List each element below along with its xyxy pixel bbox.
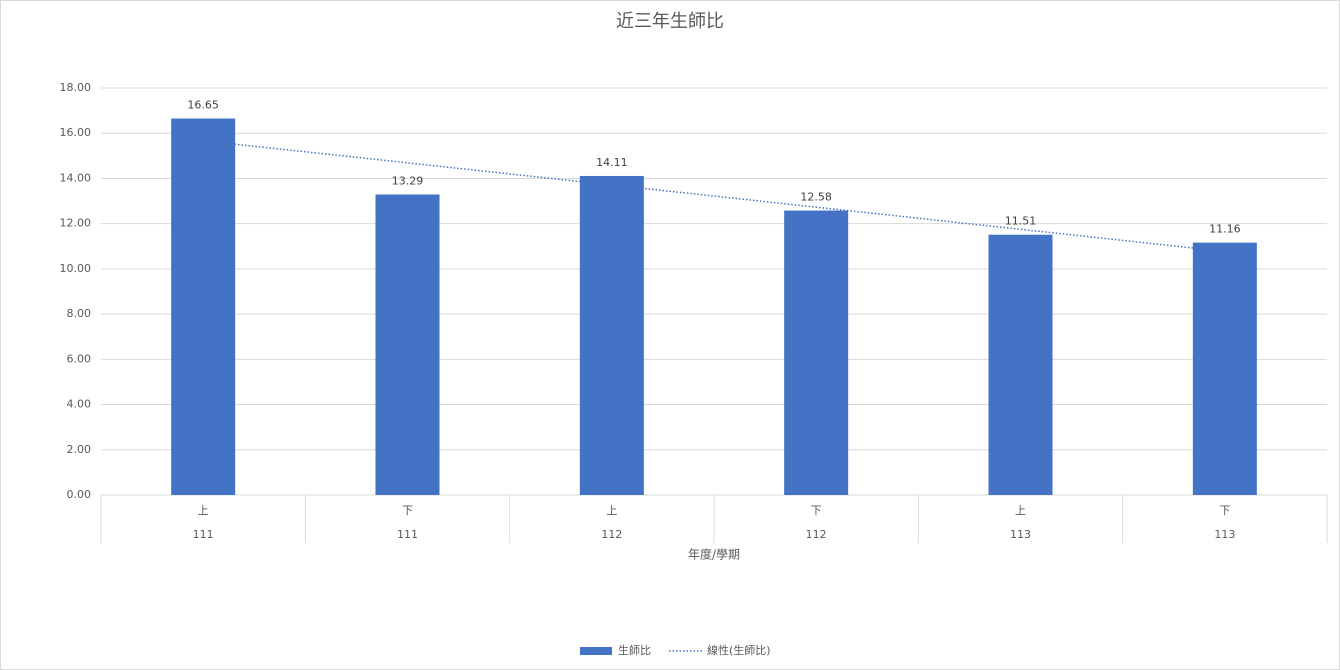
x-group-label: 112: [806, 528, 827, 541]
x-tick-label: 上: [606, 504, 617, 517]
y-tick-label: 4.00: [67, 398, 92, 411]
data-label: 11.16: [1209, 223, 1241, 236]
bar: [988, 234, 1053, 496]
x-group-label: 113: [1010, 528, 1031, 541]
y-tick-label: 12.00: [60, 217, 92, 230]
data-label: 13.29: [392, 174, 424, 187]
y-tick-label: 2.00: [67, 443, 92, 456]
y-tick-label: 18.00: [60, 81, 92, 94]
bar: [375, 194, 440, 495]
y-tick-label: 10.00: [60, 262, 92, 275]
x-tick-label: 上: [1015, 504, 1026, 517]
x-group-label: 111: [397, 528, 418, 541]
legend-swatch: [580, 647, 612, 655]
bar: [171, 118, 236, 496]
y-tick-label: 14.00: [60, 171, 92, 184]
data-label: 14.11: [596, 156, 628, 169]
y-tick-label: 0.00: [67, 488, 92, 501]
data-label: 12.58: [800, 191, 832, 204]
bar: [579, 175, 644, 496]
y-tick-label: 6.00: [67, 352, 92, 365]
data-label: 11.51: [1005, 215, 1037, 228]
y-tick-label: 16.00: [60, 126, 92, 139]
x-axis-title: 年度/學期: [688, 547, 740, 562]
legend-label: 生師比: [618, 643, 651, 657]
x-tick-label: 上: [198, 504, 209, 517]
x-group-label: 113: [1214, 528, 1235, 541]
data-label: 16.65: [187, 99, 219, 112]
legend-label: 線性(生師比): [707, 643, 771, 657]
x-group-label: 112: [601, 528, 622, 541]
chart-title: 近三年生師比: [616, 11, 724, 32]
x-tick-label: 下: [1219, 504, 1230, 517]
x-group-label: 111: [193, 528, 214, 541]
bar: [784, 210, 849, 495]
x-tick-label: 下: [811, 504, 822, 517]
y-tick-label: 8.00: [67, 307, 92, 320]
x-tick-label: 下: [402, 504, 413, 517]
bar: [1192, 242, 1257, 495]
